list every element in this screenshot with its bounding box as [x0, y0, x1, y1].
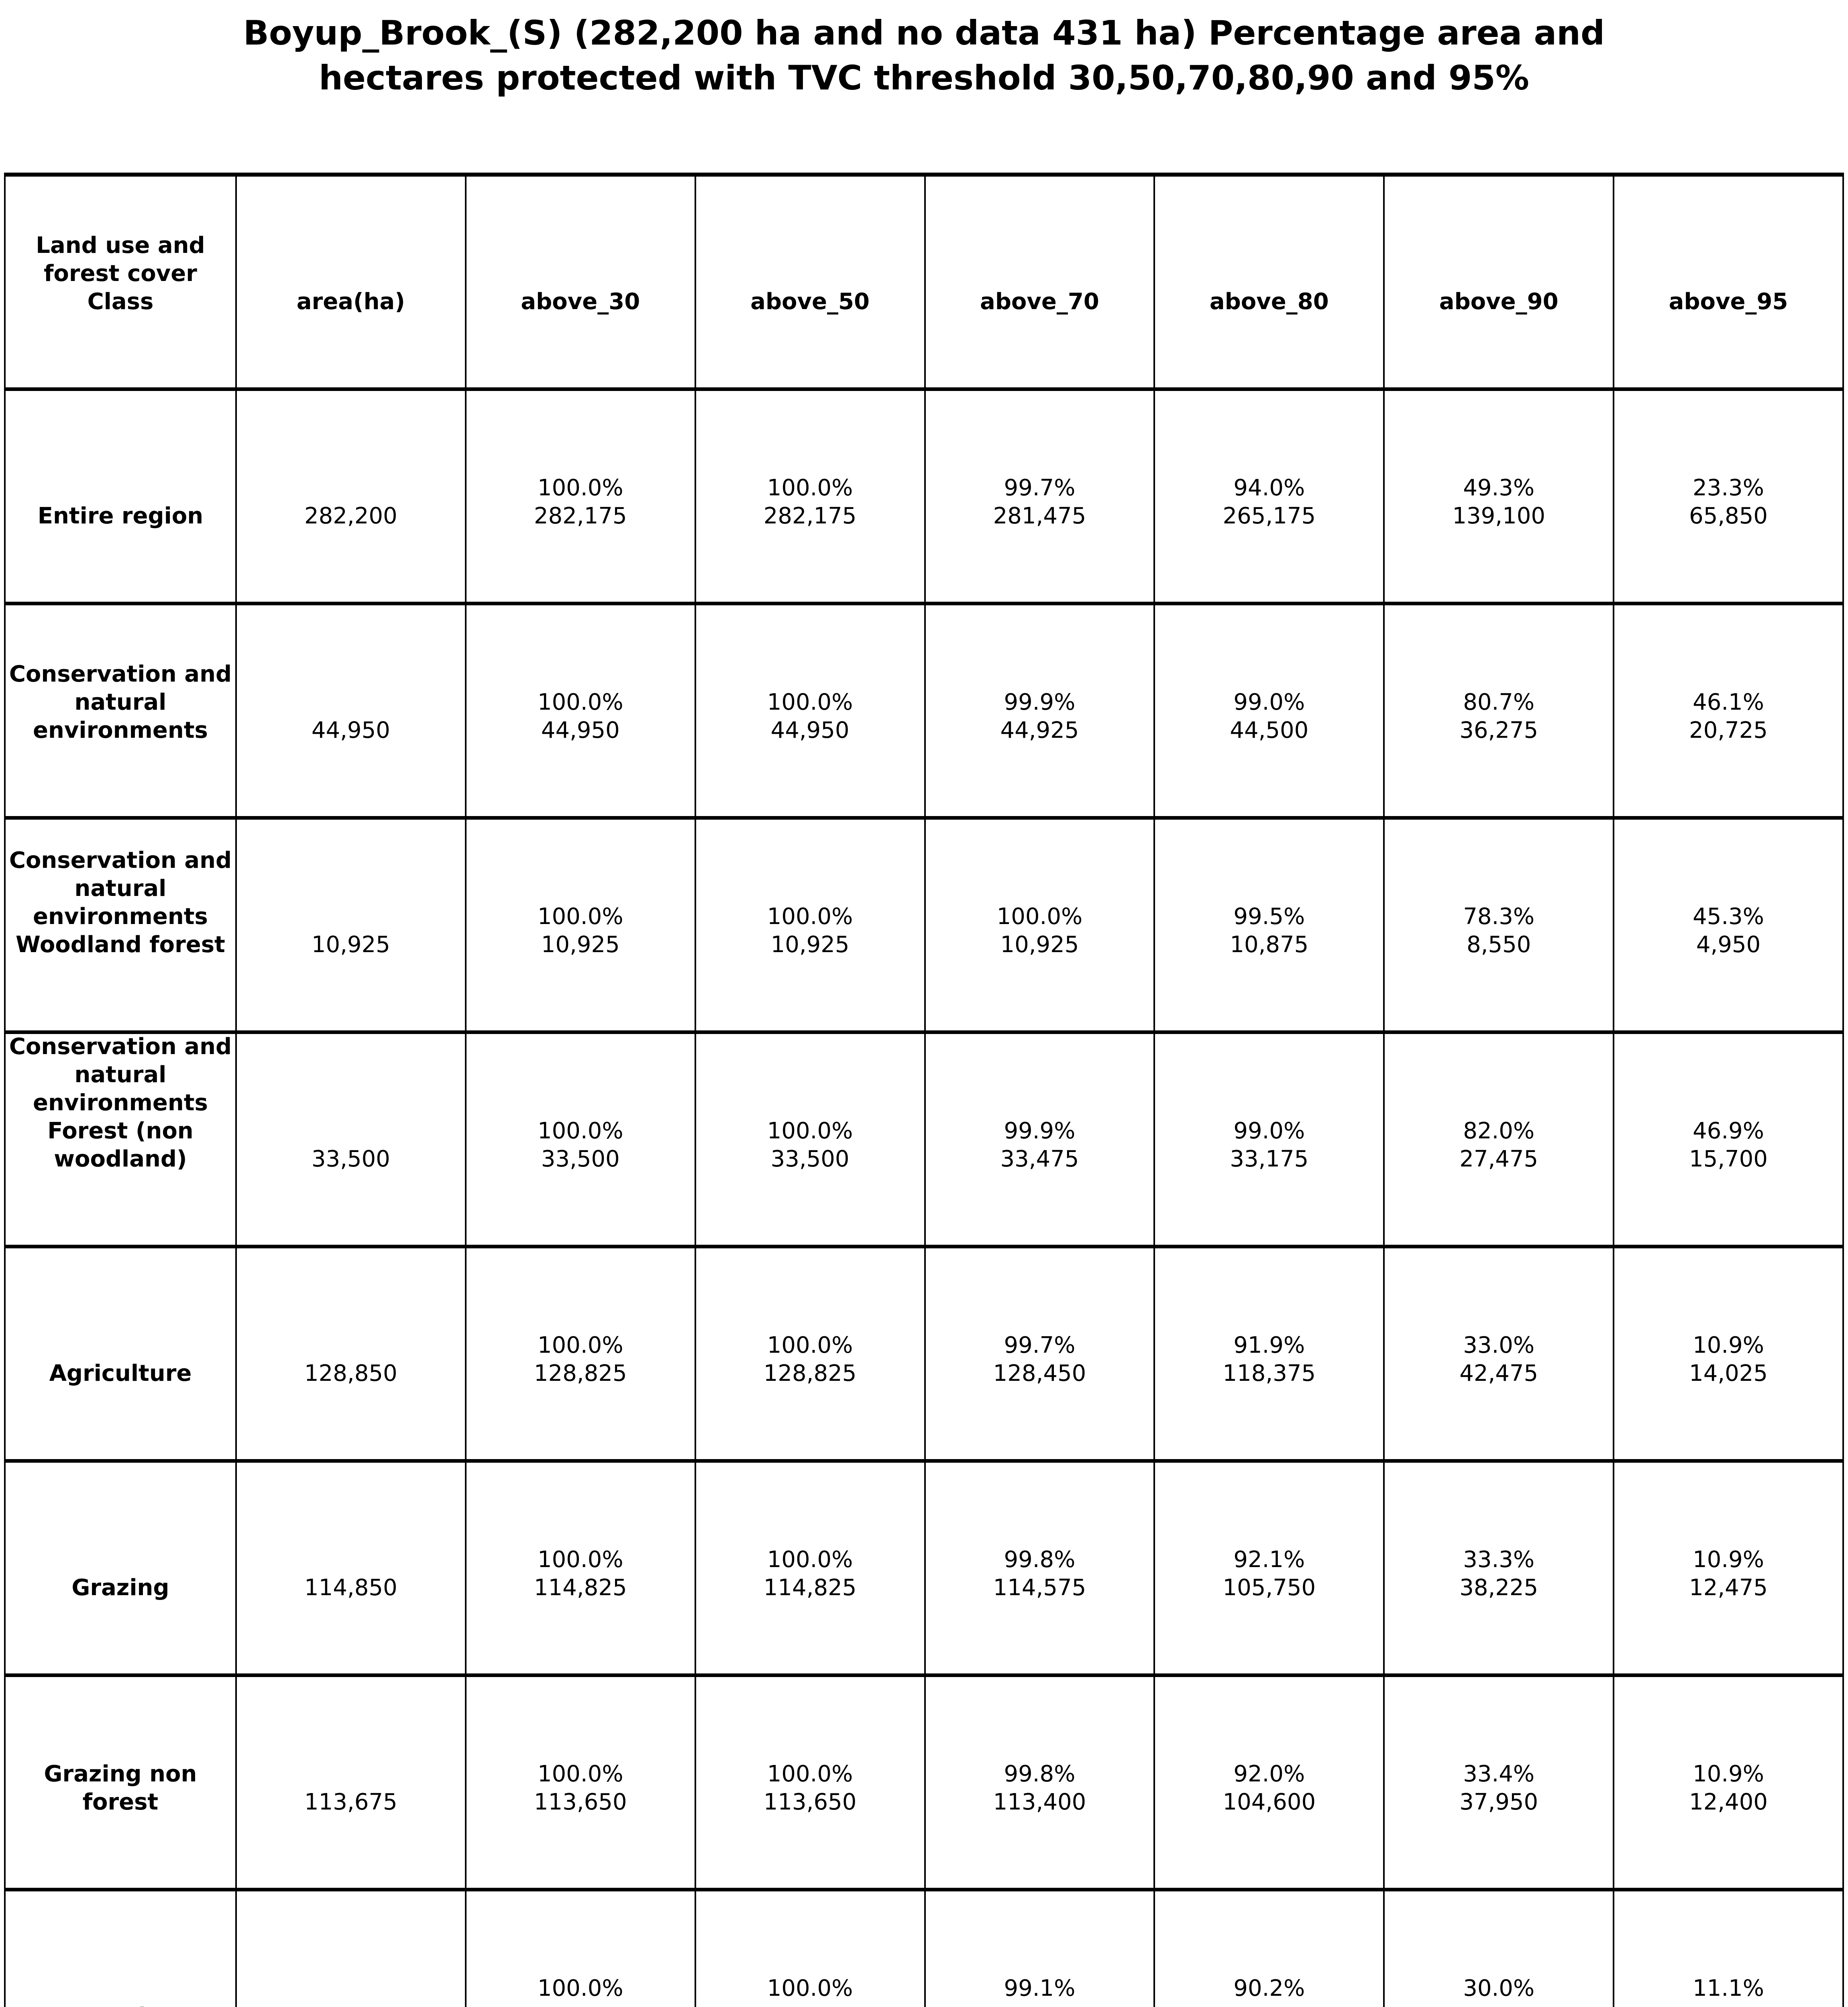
cell-value: 100.0% 128,825 [534, 1332, 627, 1386]
row-label: Entire region [37, 503, 204, 529]
cell-value: 100.0% 10,925 [996, 904, 1083, 958]
cell-value: 100.0% 128,825 [763, 1332, 857, 1386]
row-label: Conservation and natural environments [9, 661, 232, 743]
cell-value: 100.0% 10,925 [767, 904, 853, 958]
area-value: 113,675 [304, 1789, 397, 1815]
area-value: 114,850 [304, 1575, 397, 1601]
cell-value: 94.0% 265,175 [1222, 475, 1316, 529]
area-value: 10,925 [311, 932, 390, 958]
cell-value: 99.9% 44,925 [1000, 689, 1079, 743]
cell-value: 99.1% 13,625 [1000, 1975, 1079, 2007]
cell-value: 33.4% 37,950 [1459, 1761, 1538, 1815]
cell-value: 10.9% 12,400 [1689, 1761, 1768, 1815]
cell-value: 100.0% 114,825 [534, 1547, 627, 1601]
cell-value: 80.7% 36,275 [1459, 689, 1538, 743]
row-label: Conservation and natural environments Wo… [9, 847, 232, 958]
header-above-50: above_50 [694, 177, 924, 387]
header-above-80: above_80 [1153, 177, 1383, 387]
page-title: Boyup_Brook_(S) (282,200 ha and no data … [243, 13, 1605, 98]
cell-value: 33.0% 42,475 [1459, 1332, 1538, 1386]
table-row: Cropping 13,750 100.0% 13,750 100.0% 13,… [6, 1888, 1842, 2007]
cell-value: 78.3% 8,550 [1463, 904, 1535, 958]
area-value: 44,950 [311, 717, 390, 743]
cell-value: 100.0% 114,825 [763, 1547, 857, 1601]
cell-value: 100.0% 44,950 [767, 689, 853, 743]
cell-value: 99.0% 33,175 [1230, 1118, 1309, 1172]
cell-value: 99.9% 33,475 [1000, 1118, 1079, 1172]
header-above-95: above_95 [1613, 177, 1842, 387]
header-above-90: above_90 [1383, 177, 1613, 387]
cell-value: 11.1% 1,525 [1693, 1975, 1764, 2007]
table-row: Grazing non forest 113,675 100.0% 113,65… [6, 1673, 1842, 1888]
table-header-row: Land use and forest cover Class area(ha)… [6, 177, 1842, 387]
header-above-70: above_70 [924, 177, 1154, 387]
cell-value: 99.7% 128,450 [993, 1332, 1086, 1386]
cell-value: 23.3% 65,850 [1689, 475, 1768, 529]
cell-value: 100.0% 10,925 [537, 904, 623, 958]
header-above-30: above_30 [465, 177, 695, 387]
cell-value: 100.0% 13,750 [537, 1975, 623, 2007]
cell-value: 10.9% 14,025 [1689, 1332, 1768, 1386]
cell-value: 91.9% 118,375 [1222, 1332, 1316, 1386]
cell-value: 100.0% 33,500 [767, 1118, 853, 1172]
table-row: Conservation and natural environments 44… [6, 602, 1842, 816]
area-value: 33,500 [311, 1146, 390, 1172]
cell-value: 46.1% 20,725 [1689, 689, 1768, 743]
row-label: Grazing [71, 1575, 169, 1601]
cell-value: 49.3% 139,100 [1452, 475, 1545, 529]
table-row: Conservation and natural environments Fo… [6, 1030, 1842, 1245]
cell-value: 46.9% 15,700 [1689, 1118, 1768, 1172]
cell-value: 33.3% 38,225 [1459, 1547, 1538, 1601]
row-label: Agriculture [49, 1360, 192, 1386]
cell-value: 82.0% 27,475 [1459, 1118, 1538, 1172]
cell-value: 100.0% 33,500 [537, 1118, 623, 1172]
cell-value: 45.3% 4,950 [1693, 904, 1764, 958]
cell-value: 92.1% 105,750 [1222, 1547, 1316, 1601]
cell-value: 100.0% 113,650 [534, 1761, 627, 1815]
row-label: Conservation and natural environments Fo… [9, 1034, 232, 1172]
cell-value: 100.0% 13,750 [767, 1975, 853, 2007]
area-value: 128,850 [304, 1360, 397, 1386]
cell-value: 100.0% 44,950 [537, 689, 623, 743]
cell-value: 99.8% 114,575 [993, 1547, 1086, 1601]
header-area: area(ha) [235, 177, 465, 387]
cell-value: 99.8% 113,400 [993, 1761, 1086, 1815]
header-corner-label: Land use and forest cover Class [36, 232, 205, 315]
table-row: Grazing 114,850 100.0% 114,825 100.0% 11… [6, 1459, 1842, 1673]
cell-value: 99.5% 10,875 [1230, 904, 1309, 958]
area-value: 13,750 [240, 2003, 462, 2007]
cell-value: 92.0% 104,600 [1222, 1761, 1316, 1815]
row-label: Cropping [9, 2003, 232, 2007]
row-label: Grazing non forest [44, 1761, 197, 1815]
cell-value: 10.9% 12,475 [1689, 1547, 1768, 1601]
cell-value: 100.0% 113,650 [763, 1761, 857, 1815]
cell-value: 30.0% 4,125 [1463, 1975, 1535, 2007]
cell-value: 99.0% 44,500 [1230, 689, 1309, 743]
land-use-table: Land use and forest cover Class area(ha)… [4, 173, 1844, 2007]
table-row: Entire region 282,200 100.0% 282,175 100… [6, 387, 1842, 602]
table-row: Agriculture 128,850 100.0% 128,825 100.0… [6, 1245, 1842, 1459]
header-corner: Land use and forest cover Class [6, 177, 235, 387]
cell-value: 100.0% 282,175 [763, 475, 857, 529]
cell-value: 100.0% 282,175 [534, 475, 627, 529]
cell-value: 90.2% 12,400 [1230, 1975, 1308, 2007]
table-row: Conservation and natural environments Wo… [6, 816, 1842, 1030]
cell-value: 99.7% 281,475 [993, 475, 1086, 529]
area-value: 282,200 [304, 503, 397, 529]
